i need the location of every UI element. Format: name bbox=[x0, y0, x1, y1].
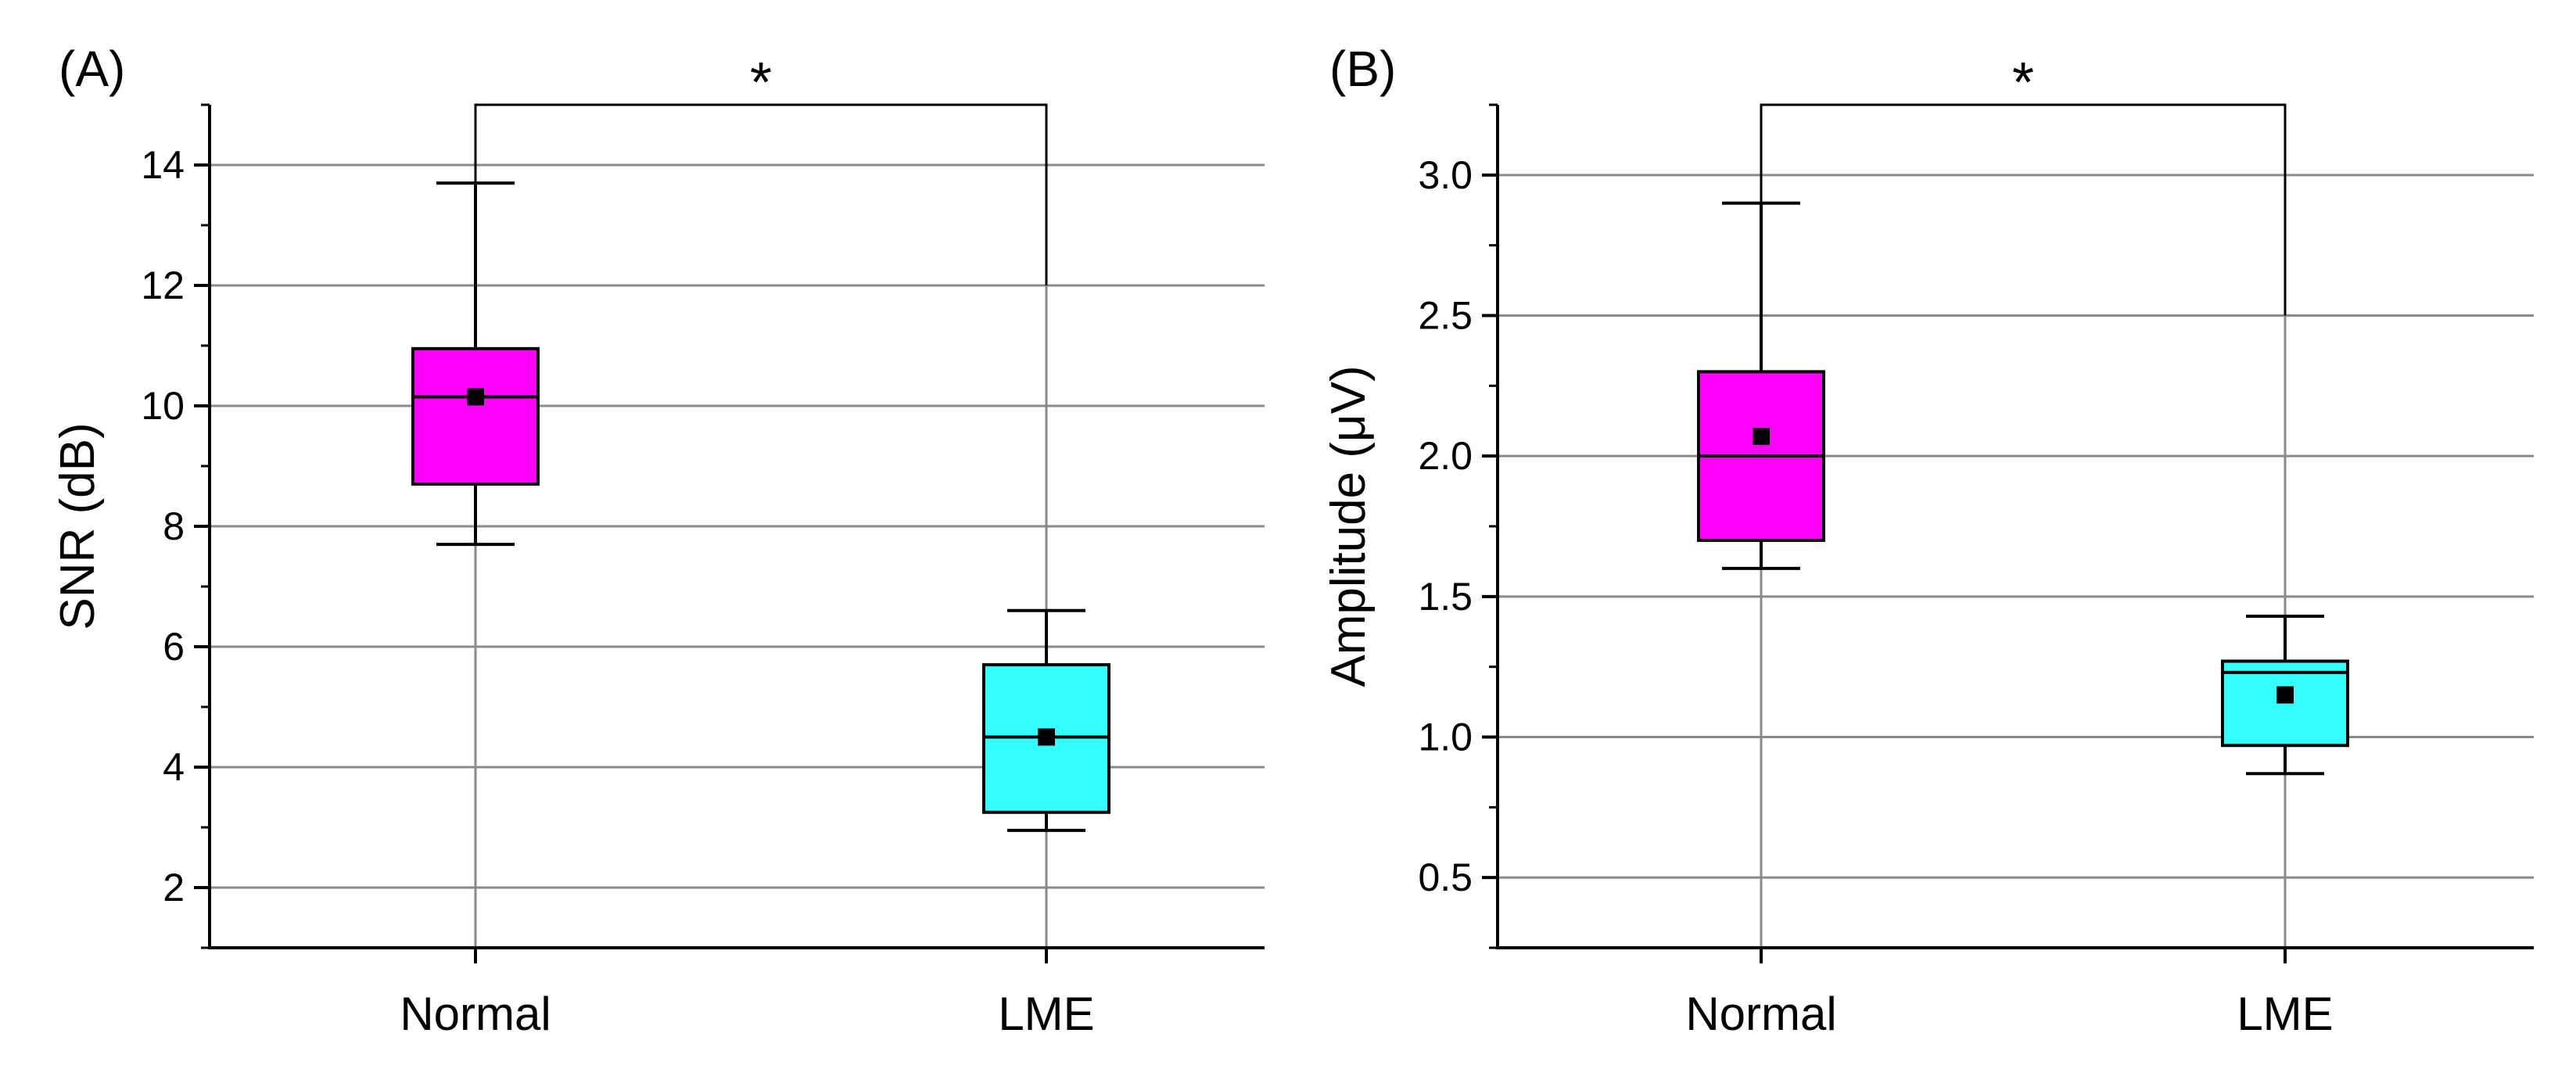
panel-a-box-normal-mean-marker bbox=[467, 388, 484, 406]
panel-a-y-tick-label-6: 14 bbox=[141, 143, 185, 187]
panel-b-significance-bracket bbox=[1760, 103, 2287, 316]
panel-b-y-tick-label-4: 2.5 bbox=[1418, 294, 1473, 338]
panel-a-box-normal-iqr bbox=[411, 346, 540, 486]
panel-a-y-tick-label-4: 10 bbox=[141, 384, 185, 428]
panel-b-y-tick-label-3: 2.0 bbox=[1418, 434, 1473, 478]
panel-a-x-tick-label-normal: Normal bbox=[400, 988, 551, 1040]
panel-a-y-tick-label-2: 6 bbox=[163, 625, 185, 669]
panel-a-x-tick-label-lme: LME bbox=[998, 988, 1094, 1040]
panel-b-label: (B) bbox=[1329, 41, 1396, 97]
panel-b-box-lme-mean-marker bbox=[2276, 686, 2294, 704]
panel-b-x-tick-label-lme: LME bbox=[2237, 988, 2333, 1040]
panel-b-y-tick-label-0: 0.5 bbox=[1418, 856, 1473, 899]
panel-b-y-tick-label-5: 3.0 bbox=[1418, 153, 1473, 197]
panel-a-y-tick-label-5: 12 bbox=[141, 264, 185, 307]
panel-b-y-tick-label-1: 1.0 bbox=[1418, 716, 1473, 759]
panel-a-label: (A) bbox=[59, 41, 125, 97]
panel-a-y-tick-label-0: 2 bbox=[163, 866, 185, 909]
panel-b: (B) Amplitude (μV) * 0.51.01.52.02.53.0N… bbox=[1322, 41, 2534, 1040]
panel-a-y-axis-title: SNR (dB) bbox=[51, 422, 105, 630]
panel-a-significance-bracket bbox=[474, 103, 1048, 285]
panel-b-x-tick-label-normal: Normal bbox=[1685, 988, 1836, 1040]
panel-b-y-tick-label-2: 1.5 bbox=[1418, 575, 1473, 619]
panel-b-y-axis-title: Amplitude (μV) bbox=[1322, 365, 1376, 687]
panel-a-box-lme-mean-marker bbox=[1038, 728, 1055, 746]
panel-b-box-normal-mean-marker bbox=[1753, 428, 1770, 446]
panel-a-y-tick-label-1: 4 bbox=[163, 745, 185, 789]
panel-a-y-tick-label-3: 8 bbox=[163, 504, 185, 548]
